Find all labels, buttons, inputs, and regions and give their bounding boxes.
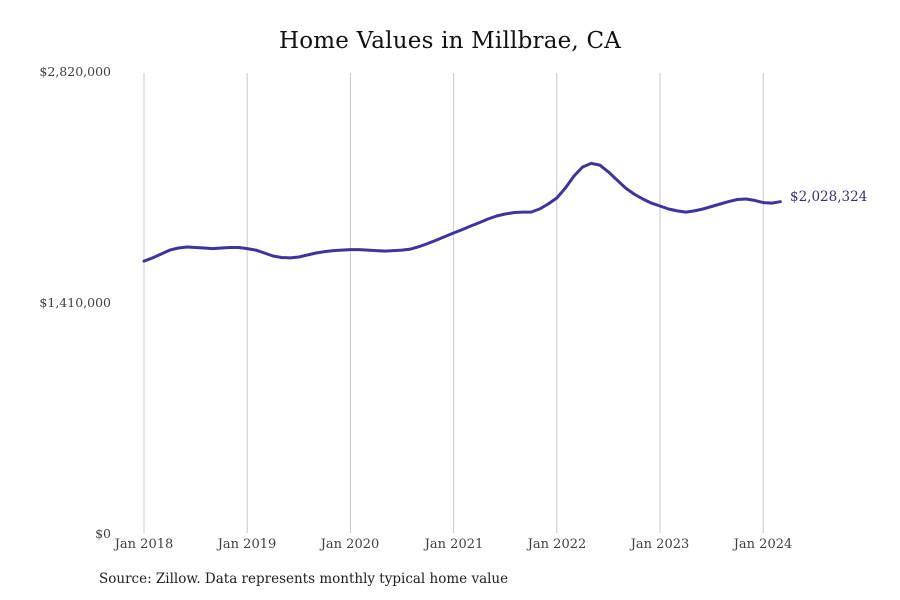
x-axis-label-2023: Jan 2023 (630, 537, 690, 552)
source-note: Source: Zillow. Data represents monthly … (99, 571, 509, 587)
y-axis-label-mid: $1,410,000 (39, 295, 111, 310)
x-axis-label-2022: Jan 2022 (527, 537, 587, 552)
x-axis-label-2020: Jan 2020 (320, 537, 380, 552)
x-axis-label-2024: Jan 2024 (733, 537, 793, 552)
x-axis-label-2018: Jan 2018 (114, 537, 174, 552)
y-axis-label-max: $2,820,000 (39, 64, 111, 79)
x-axis-label-2021: Jan 2021 (424, 537, 484, 552)
chart-title: Home Values in Millbrae, CA (278, 28, 622, 54)
home-value-line (142, 161, 782, 263)
current-value-label: $2,028,324 (790, 189, 868, 205)
y-axis-label-zero: $0 (95, 526, 111, 541)
x-axis-label-2019: Jan 2019 (217, 537, 277, 552)
